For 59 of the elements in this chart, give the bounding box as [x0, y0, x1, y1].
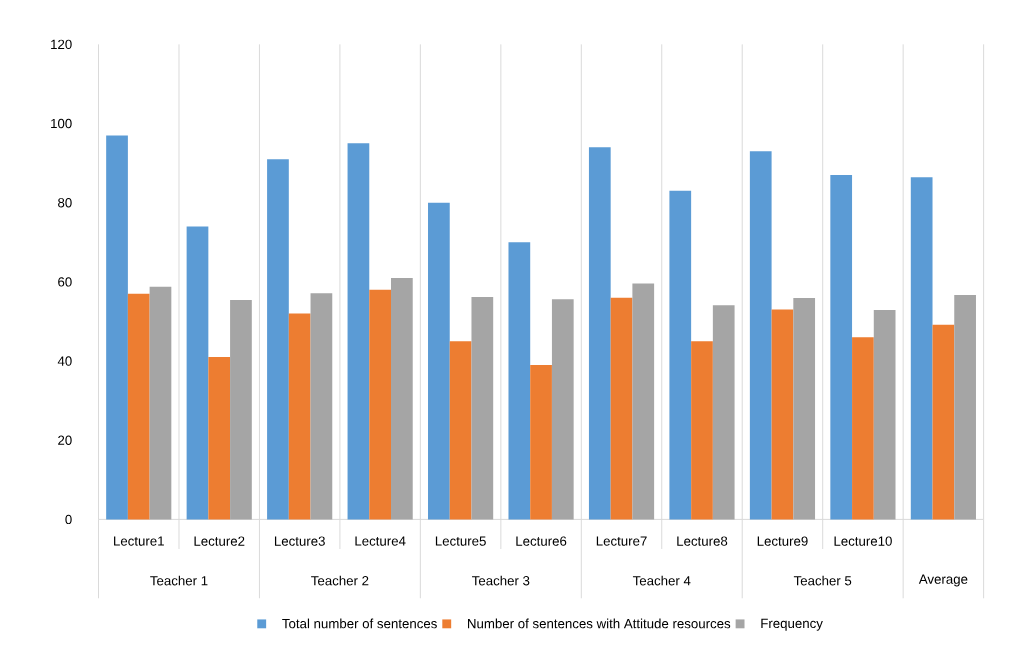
x-tick-label: Lecture5	[435, 536, 486, 546]
text: Average	[918, 574, 968, 587]
bar	[910, 177, 933, 520]
bar	[149, 286, 172, 520]
legend-label: Frequency	[761, 618, 823, 631]
bar	[669, 190, 692, 520]
bar	[391, 277, 413, 520]
bar	[106, 135, 128, 520]
bar	[749, 151, 772, 520]
x-tick-label: Lecture10	[834, 536, 892, 546]
text: Teacher 4	[632, 575, 691, 586]
bar	[691, 341, 713, 520]
y-tick-label: 120	[51, 39, 72, 49]
x-tick-label: Lecture3	[274, 536, 325, 546]
x-tick-label: Lecture2	[194, 536, 245, 546]
bar	[208, 356, 231, 520]
legend-label: Number of sentences with Attitude resources	[468, 618, 731, 629]
bar	[449, 341, 472, 520]
bar	[932, 324, 955, 520]
bar	[186, 226, 209, 520]
x-tick-label: Lecture7	[596, 536, 647, 546]
bar	[551, 299, 574, 520]
y-tick-label: 20	[58, 435, 72, 445]
y-tick-label: 100	[51, 118, 72, 129]
bar	[127, 293, 150, 520]
y-tick-label: 60	[58, 277, 72, 287]
bar	[852, 337, 874, 520]
bar	[873, 309, 896, 520]
bar	[830, 174, 853, 520]
y-tick-label: 0	[65, 514, 72, 524]
bar	[310, 293, 333, 520]
text: Teacher 1	[150, 575, 208, 586]
bar	[471, 296, 494, 520]
bar	[632, 283, 655, 520]
bar	[369, 289, 391, 520]
x-tick-label: Lecture4	[355, 536, 406, 546]
x-tick-label: Lecture8	[677, 536, 728, 546]
bar	[230, 299, 252, 520]
text: Teacher 5	[793, 575, 852, 586]
y-tick-label: 40	[57, 356, 72, 366]
x-tick-label: Lecture9	[757, 536, 808, 546]
bar	[267, 159, 289, 520]
bar	[771, 309, 794, 520]
bar	[793, 297, 816, 520]
bar	[530, 364, 552, 520]
y-tick-label: 80	[58, 197, 72, 208]
text: Teacher 2	[311, 575, 369, 586]
bar	[508, 242, 531, 520]
bar	[712, 305, 735, 520]
x-tick-label: Lecture6	[516, 536, 567, 546]
text: Teacher 3	[472, 575, 530, 586]
bar	[347, 143, 370, 520]
x-tick-label: Lecture1	[114, 536, 164, 546]
legend-label: Total number of sentences	[282, 618, 437, 629]
bar	[288, 313, 311, 520]
bar	[428, 202, 450, 520]
bar	[588, 147, 611, 520]
bar	[954, 294, 976, 520]
bar	[610, 297, 633, 520]
